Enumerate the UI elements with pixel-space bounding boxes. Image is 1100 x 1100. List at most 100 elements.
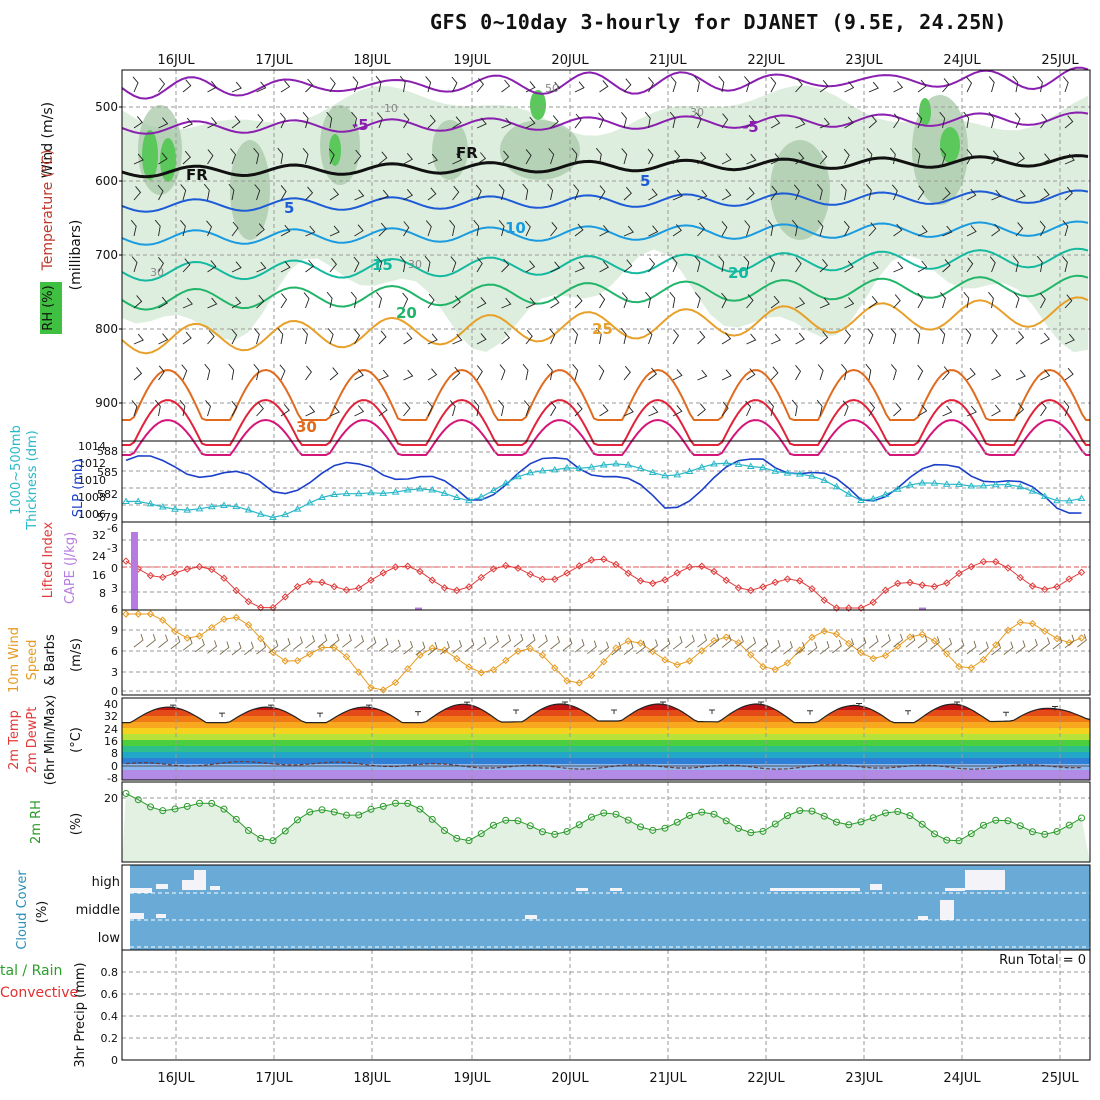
rh-tick: 20 [104, 792, 118, 805]
wind-barb [158, 117, 169, 129]
surface-wind-barb [170, 635, 181, 650]
wind-barb [253, 364, 260, 381]
cloud-cover-bar [940, 900, 954, 920]
lifted-index-marker [906, 578, 914, 587]
wind-barb [988, 112, 995, 129]
contour-label: 50 [545, 82, 559, 95]
temp-contour-10 [121, 220, 1089, 246]
wind-barb [354, 149, 362, 165]
wind-barb [158, 257, 164, 273]
slp-tick: 1012 [78, 457, 106, 470]
lifted-index-marker [159, 573, 167, 582]
wind-barb [424, 255, 431, 273]
rh-marker [600, 809, 608, 817]
wind-barb [350, 291, 357, 309]
temp-color-band [122, 746, 1090, 752]
rh-marker [771, 820, 779, 828]
lifted-index-marker [992, 558, 1000, 566]
wind-speed-marker [208, 623, 216, 632]
wind-barb [451, 76, 458, 93]
surface-wind-barb [905, 634, 916, 648]
wind-speed-marker [1004, 626, 1012, 635]
wind-barb [254, 184, 261, 201]
wind-barb [648, 405, 659, 417]
surface-wind-barb [672, 636, 683, 650]
wind-barb [571, 147, 578, 165]
wind-barb [817, 364, 824, 381]
wind-barb [158, 333, 169, 345]
wind-barb [158, 77, 166, 93]
wind-barb [672, 405, 683, 417]
surface-wind-barb [305, 635, 316, 649]
lifted-index-marker [1053, 583, 1061, 591]
rh-marker [441, 827, 448, 835]
wind-barb [548, 148, 555, 165]
thickness-marker [857, 496, 865, 504]
wind-barb [182, 117, 193, 129]
lifted-index-marker [306, 577, 314, 586]
surface-wind-barb [256, 640, 267, 655]
wind-barb [697, 189, 708, 201]
rh-marker [355, 811, 363, 819]
wind-barb [1015, 152, 1025, 165]
wind-speed-marker [134, 610, 142, 618]
lifted-index-marker [318, 578, 326, 587]
wind-speed-marker [747, 651, 755, 659]
date-label-bottom: 19JUL [453, 1071, 491, 1086]
wind-barb [599, 260, 609, 273]
thickness-marker [146, 499, 155, 507]
wind-barb [866, 148, 873, 165]
wind-barb [280, 404, 290, 417]
wind-barb [230, 148, 237, 165]
wind-barb [550, 222, 558, 237]
label-2m-temp: 2m Temp [7, 710, 22, 770]
cape-bar [131, 532, 138, 610]
thickness-marker [661, 471, 669, 479]
date-label-bottom: 22JUL [747, 1071, 785, 1086]
surface-wind-barb [709, 633, 720, 648]
wind-barb [697, 222, 706, 237]
slp-tick: 1010 [78, 474, 106, 487]
label-total-rain: tal / Rain [0, 963, 62, 979]
wind-barb [452, 333, 463, 345]
wind-barb [305, 78, 314, 93]
wind-speed-marker [992, 641, 1000, 649]
wind-barb [130, 219, 137, 237]
label-minmax: (6hr Min/Max) [43, 695, 58, 785]
lifted-index-marker [930, 582, 939, 591]
lifted-index-marker [465, 583, 473, 591]
lifted-index-marker [783, 575, 792, 583]
rh-marker [159, 807, 167, 815]
wind-speed-marker [587, 671, 596, 680]
wind-barb [991, 189, 1002, 201]
thickness-marker [195, 504, 204, 512]
wind-speed-marker [722, 633, 730, 641]
thickness-marker [636, 464, 645, 471]
wind-barb [917, 260, 928, 273]
wind-barb [721, 188, 732, 201]
wind-barb [868, 296, 878, 309]
lifted-index-marker [428, 576, 436, 584]
wind-barb [865, 363, 872, 381]
thickness-marker [967, 482, 976, 489]
rh-marker [1065, 821, 1073, 829]
wind-barb [501, 117, 512, 129]
wind-barb [378, 369, 389, 381]
temp-line [122, 703, 1091, 724]
wind-barb [524, 220, 531, 237]
surface-wind-barb [954, 639, 965, 653]
wind-barb [670, 76, 677, 93]
wind-barb [599, 404, 609, 417]
cloud-cover-bar [130, 888, 152, 893]
thickness-marker [1040, 492, 1049, 499]
thickness-marker [244, 506, 253, 513]
wind-speed-marker [979, 655, 988, 664]
wind-barb [574, 261, 585, 273]
wind-barb [599, 185, 606, 201]
label-barbs: & Barbs [43, 634, 58, 686]
thickness-marker [575, 464, 584, 471]
temp-minmax-marker [954, 701, 960, 706]
label-cape: CAPE (J/kg) [63, 532, 78, 604]
wind-barb [917, 404, 928, 417]
rh-marker [526, 822, 534, 830]
